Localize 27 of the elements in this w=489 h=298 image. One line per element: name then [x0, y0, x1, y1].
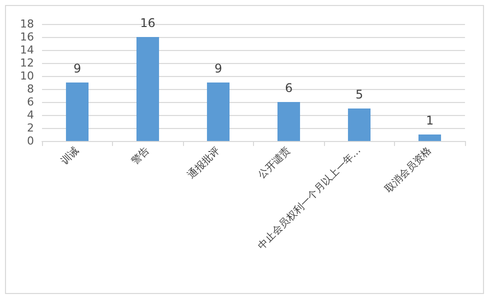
- x-tick-label: 警告: [129, 144, 152, 168]
- x-tick-label: 取消会员资格: [382, 144, 434, 196]
- y-tick-label: 4: [27, 108, 34, 122]
- data-label: 1: [426, 114, 434, 128]
- data-label: 9: [73, 62, 82, 76]
- x-tick-label: 公开谴责: [256, 144, 293, 182]
- x-tick-label: 训诫: [58, 144, 82, 168]
- bar: [277, 102, 300, 141]
- bar: [206, 82, 230, 141]
- bar: [348, 108, 371, 141]
- x-tick-label: 通报批评: [185, 144, 222, 182]
- y-tick-label: 8: [27, 82, 34, 96]
- y-tick-label: 18: [20, 18, 34, 30]
- bar: [418, 134, 442, 141]
- y-tick-label: 12: [20, 56, 34, 70]
- data-label: 5: [355, 88, 364, 102]
- data-label: 9: [214, 62, 222, 76]
- y-tick-label: 0: [27, 134, 34, 148]
- y-tick-label: 2: [27, 122, 34, 134]
- y-tick-label: 16: [20, 30, 34, 44]
- bar: [136, 37, 160, 141]
- y-tick-label: 14: [20, 44, 34, 56]
- data-label: 16: [140, 16, 156, 30]
- y-tick-label: 6: [27, 96, 34, 108]
- bar: [66, 82, 89, 141]
- data-label: 6: [284, 81, 293, 95]
- y-tick-label: 10: [20, 70, 34, 82]
